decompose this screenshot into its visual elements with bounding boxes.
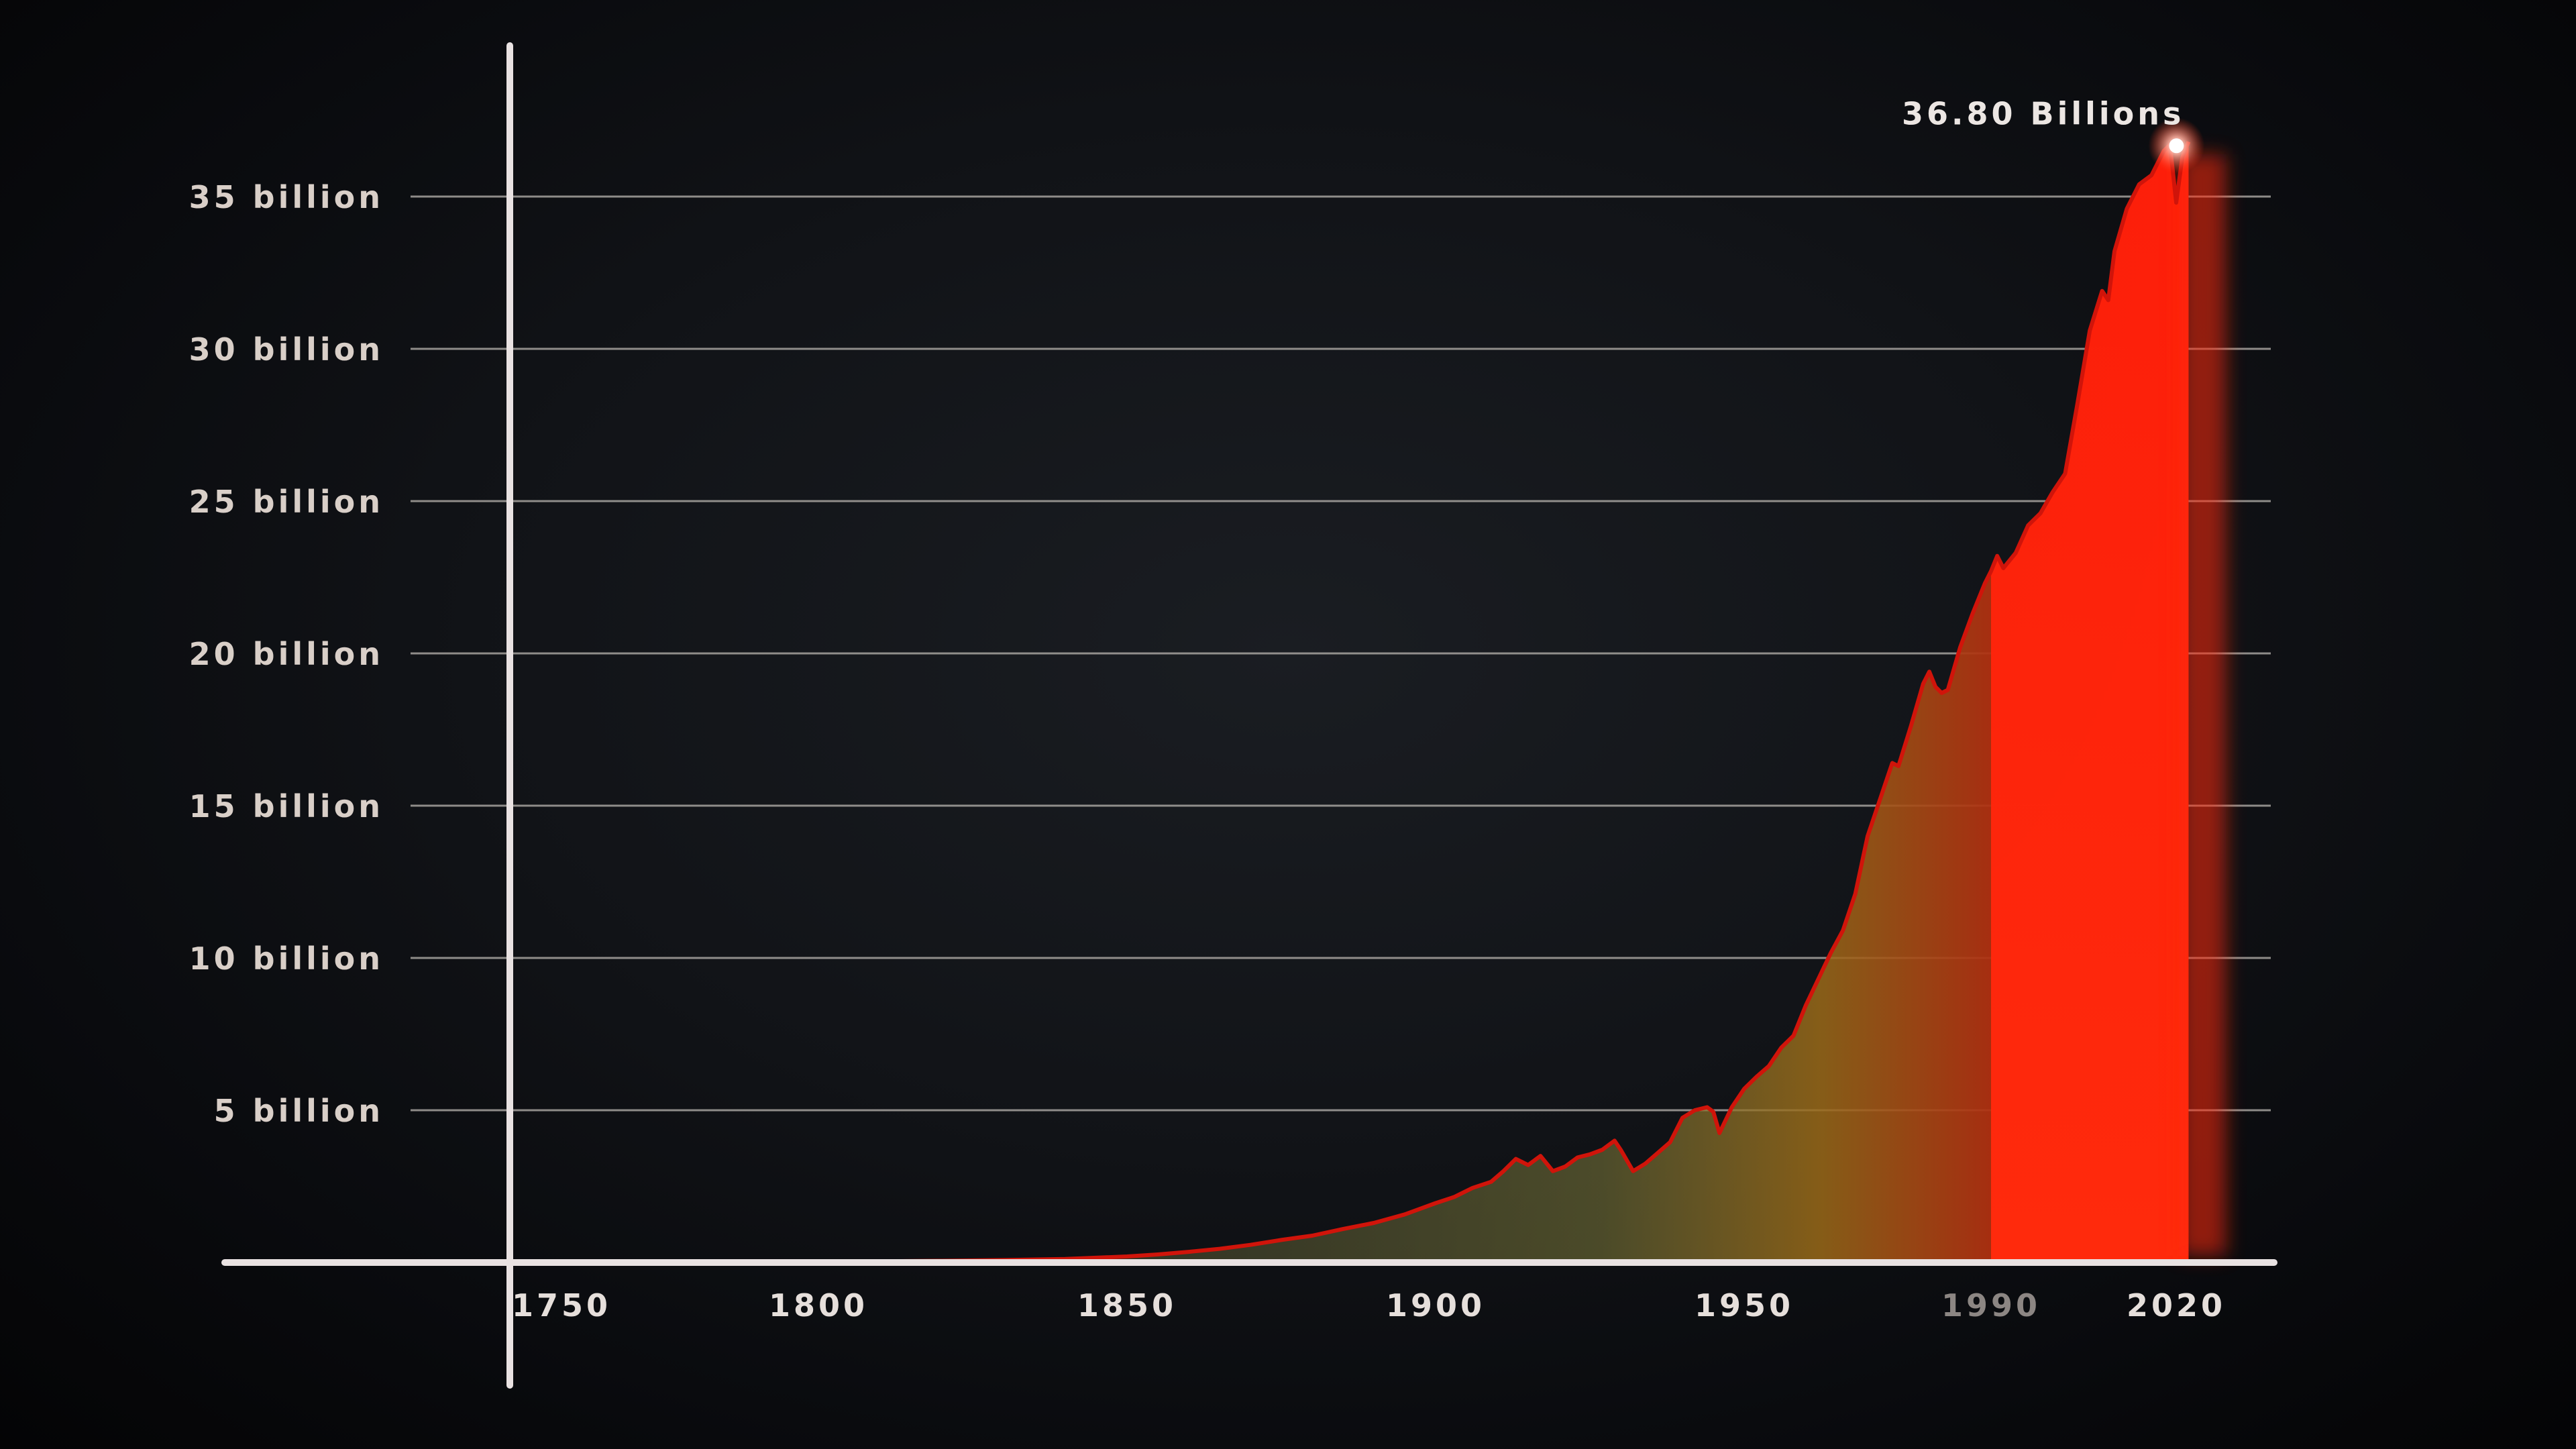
- peak-annotation: 36.80 Billions: [1902, 95, 2205, 174]
- area-fill: [510, 142, 2189, 1263]
- axes: [216, 38, 2283, 1394]
- y-tick-label: 5 billion: [214, 1093, 384, 1129]
- highlight-band: [1991, 142, 2189, 1263]
- y-tick-label: 15 billion: [189, 788, 384, 824]
- y-tick-label: 20 billion: [189, 636, 384, 672]
- x-tick-label: 1850: [1077, 1287, 1177, 1324]
- x-tick-label: 2020: [2127, 1287, 2226, 1324]
- x-tick-label: 1800: [769, 1287, 868, 1324]
- highlight-band-glow: [2179, 154, 2226, 1256]
- peak-marker: [2169, 138, 2184, 154]
- x-tick-label: 1750: [512, 1287, 611, 1324]
- gridlines: [411, 195, 2271, 1112]
- peak-annotation-label: 36.80 Billions: [1902, 95, 2184, 131]
- highlight-band-fill: [1991, 142, 2189, 1263]
- y-tick-label: 35 billion: [189, 179, 384, 215]
- x-tick-labels: 1750 1800 1850 1900 1950 1990 2020: [512, 1287, 2226, 1324]
- y-tick-labels: 5 billion 10 billion 15 billion 20 billion 2…: [189, 179, 384, 1129]
- y-tick-label: 10 billion: [189, 941, 384, 977]
- x-tick-label: 1990: [1941, 1287, 2041, 1324]
- x-tick-label: 1950: [1695, 1287, 1794, 1324]
- series-line: [509, 141, 2191, 1265]
- x-tick-label: 1900: [1386, 1287, 1485, 1324]
- area-series: [509, 141, 2226, 1265]
- y-tick-label: 30 billion: [189, 331, 384, 368]
- y-tick-label: 25 billion: [189, 484, 384, 520]
